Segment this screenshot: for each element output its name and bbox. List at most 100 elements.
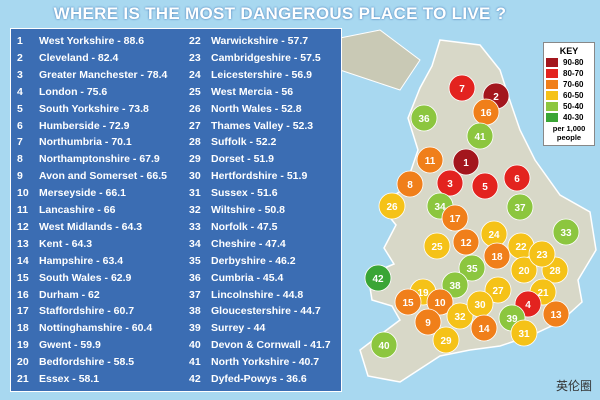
entry: Greater Manchester - 78.4 <box>39 68 168 81</box>
rank: 10 <box>17 187 29 200</box>
rank: 21 <box>17 373 29 385</box>
entry: London - 75.6 <box>39 85 108 98</box>
key-swatch <box>546 58 558 67</box>
entry: West Yorkshire - 88.6 <box>39 35 145 47</box>
region-label: 33 <box>560 228 572 239</box>
entry: West Midlands - 64.3 <box>39 220 143 233</box>
entry: Cheshire - 47.4 <box>211 237 286 250</box>
entry: Derbyshire - 46.2 <box>211 254 296 267</box>
key-item: 90-80 <box>546 58 592 67</box>
key-item: 70-60 <box>546 80 592 89</box>
entry: Cleveland - 82.4 <box>39 51 119 64</box>
rank: 37 <box>189 288 201 301</box>
region <box>441 271 469 299</box>
rank: 1 <box>17 35 23 47</box>
rank: 29 <box>189 153 201 166</box>
region <box>423 232 451 260</box>
rank: 13 <box>17 237 29 250</box>
rank: 16 <box>17 288 29 301</box>
entry: Suffolk - 52.2 <box>211 136 277 149</box>
region <box>448 74 476 102</box>
region-label: 13 <box>550 310 562 321</box>
entry: Wiltshire - 50.8 <box>211 204 286 216</box>
entry: Sussex - 51.6 <box>211 187 278 200</box>
region-label: 35 <box>466 264 478 275</box>
rank: 2 <box>17 51 23 64</box>
region <box>510 256 538 284</box>
region-label: 8 <box>407 180 413 191</box>
key-swatch <box>546 69 558 78</box>
rank: 14 <box>17 254 29 267</box>
region-label: 20 <box>518 266 530 277</box>
key-item: 40-30 <box>546 113 592 122</box>
rank: 22 <box>189 35 201 47</box>
rank: 26 <box>189 102 201 115</box>
key-swatch <box>546 80 558 89</box>
rank: 9 <box>17 170 23 183</box>
region <box>484 276 512 304</box>
key-swatch <box>546 102 558 111</box>
region-label: 10 <box>434 298 446 309</box>
region <box>416 146 444 174</box>
region <box>506 193 534 221</box>
rank: 8 <box>17 153 23 166</box>
rank: 3 <box>17 68 23 81</box>
title: WHERE IS THE MOST DANGEROUS PLACE TO LIV… <box>53 4 507 23</box>
rank: 39 <box>189 322 201 335</box>
key-item: 80-70 <box>546 69 592 78</box>
region-label: 40 <box>378 341 390 352</box>
entry: Durham - 62 <box>39 288 100 301</box>
region <box>483 242 511 270</box>
entry: North Wales - 52.8 <box>211 102 302 115</box>
region-label: 34 <box>434 202 446 213</box>
region-label: 24 <box>488 230 500 241</box>
region-label: 19 <box>417 288 429 299</box>
watermark: 英伦圈 <box>555 379 592 393</box>
region-label: 11 <box>425 156 436 167</box>
entry: Cumbria - 45.4 <box>211 271 284 284</box>
region <box>466 122 494 150</box>
entry: Lancashire - 66 <box>39 204 116 216</box>
rank: 24 <box>189 68 201 81</box>
region-label: 28 <box>549 266 561 277</box>
region <box>458 254 486 282</box>
region-label: 4 <box>525 300 531 311</box>
region-label: 23 <box>536 250 548 261</box>
entry: Surrey - 44 <box>211 322 266 335</box>
region-label: 39 <box>506 314 518 325</box>
rank: 30 <box>189 170 201 183</box>
region <box>370 331 398 359</box>
region-label: 7 <box>459 84 465 95</box>
entry: South Yorkshire - 73.8 <box>39 102 149 115</box>
key-label: 50-40 <box>563 102 584 111</box>
land <box>329 29 421 91</box>
entry: Humberside - 72.9 <box>39 119 130 132</box>
rank: 32 <box>189 204 201 216</box>
region <box>410 104 438 132</box>
key-note: per 1,000 people <box>552 124 586 142</box>
rank: 27 <box>189 119 201 132</box>
rank: 42 <box>189 373 201 385</box>
region-label: 2 <box>493 92 499 103</box>
region-label: 38 <box>449 281 461 292</box>
entry: Hertfordshire - 51.9 <box>211 170 308 183</box>
region-label: 30 <box>474 300 486 311</box>
region-label: 41 <box>474 132 486 143</box>
entry: Northamptonshire - 67.9 <box>39 153 160 166</box>
rank: 6 <box>17 119 23 132</box>
rank: 19 <box>17 339 29 352</box>
entry: Kent - 64.3 <box>39 237 93 250</box>
region-label: 25 <box>431 242 443 253</box>
region <box>396 170 424 198</box>
rank: 17 <box>17 305 29 318</box>
entry: Dorset - 51.9 <box>211 153 275 166</box>
region <box>470 314 498 342</box>
region <box>503 164 531 192</box>
entry: Staffordshire - 60.7 <box>39 305 135 318</box>
entry: Northumbria - 70.1 <box>39 136 132 149</box>
entry: Merseyside - 66.1 <box>39 187 126 200</box>
region-label: 31 <box>518 329 530 340</box>
region <box>394 288 422 316</box>
entry: Leicestershire - 56.9 <box>211 68 312 81</box>
